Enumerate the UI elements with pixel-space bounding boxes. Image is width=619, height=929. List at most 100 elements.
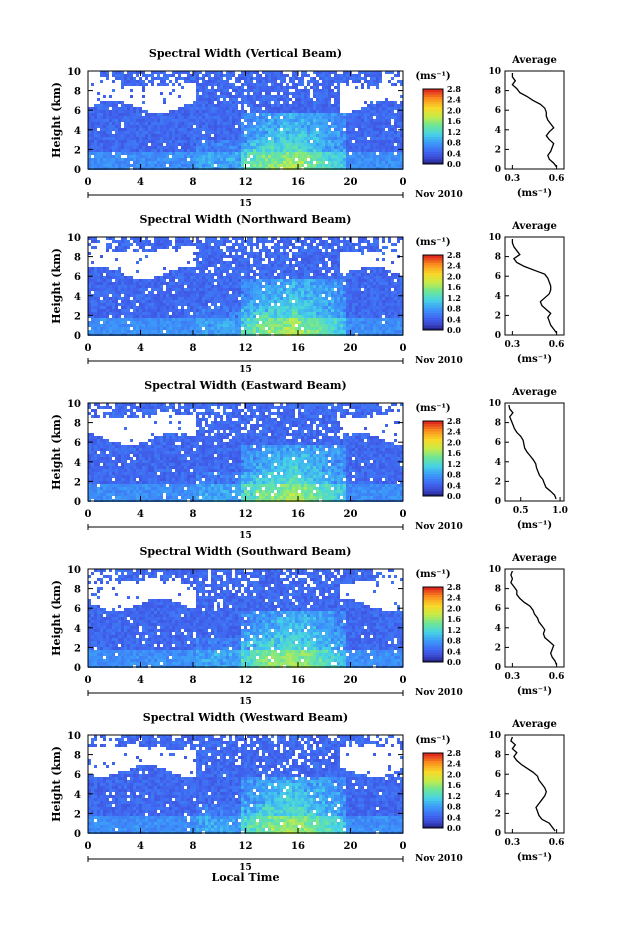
y-tick-label: 10 bbox=[67, 399, 81, 410]
colorbar-segment bbox=[423, 421, 443, 424]
colorbar-segment bbox=[423, 129, 443, 132]
colorbar-segment bbox=[423, 795, 443, 799]
colorbar-segment bbox=[423, 262, 443, 266]
x-tick-label: 8 bbox=[190, 675, 197, 686]
profile-x-label: (ms⁻¹) bbox=[517, 520, 552, 531]
profile-title: Average bbox=[511, 553, 557, 564]
x-tick-label: 4 bbox=[137, 841, 144, 852]
x-tick-label: 16 bbox=[291, 343, 305, 354]
colorbar-segment bbox=[423, 657, 443, 660]
y-tick-label: 10 bbox=[67, 233, 81, 244]
colorbar-segment bbox=[423, 592, 443, 595]
colorbar-tick-label: 0.4 bbox=[447, 314, 461, 324]
profile-y-tick-label: 2 bbox=[495, 145, 501, 155]
x-tick-label: 20 bbox=[344, 177, 358, 188]
profile-x-label: (ms⁻¹) bbox=[517, 852, 552, 863]
colorbar-tick-label: 1.2 bbox=[447, 791, 461, 801]
colorbar-unit: (ms⁻¹) bbox=[415, 569, 450, 580]
colorbar-segment bbox=[423, 111, 443, 115]
colorbar-segment bbox=[423, 156, 443, 160]
colorbar-segment bbox=[423, 317, 443, 321]
day-label: 15 bbox=[239, 365, 252, 375]
colorbar-tick-label: 1.2 bbox=[447, 459, 461, 469]
y-tick-label: 0 bbox=[74, 331, 81, 342]
x-tick-label: 8 bbox=[190, 177, 197, 188]
profile-line bbox=[508, 404, 557, 500]
colorbar-segment bbox=[423, 810, 443, 814]
colorbar-segment bbox=[423, 426, 443, 429]
colorbar-segment bbox=[423, 493, 443, 497]
panel-4: Spectral Width (Southward Beam) Height (k… bbox=[50, 545, 565, 707]
profile-title: Average bbox=[511, 55, 557, 66]
y-tick-label: 4 bbox=[74, 458, 81, 469]
panel-3: Spectral Width (Eastward Beam) Height (km… bbox=[50, 379, 568, 541]
colorbar-segment bbox=[423, 473, 443, 477]
profile-x-label: (ms⁻¹) bbox=[517, 686, 552, 697]
colorbar-segment bbox=[423, 463, 443, 467]
colorbar-segment bbox=[423, 659, 443, 663]
colorbar-segment bbox=[423, 780, 443, 784]
colorbar-segment bbox=[423, 448, 443, 452]
colorbar-segment bbox=[423, 101, 443, 105]
colorbar-segment bbox=[423, 89, 443, 92]
colorbar-segment bbox=[423, 121, 443, 125]
colorbar-segment bbox=[423, 433, 443, 437]
colorbar-segment bbox=[423, 614, 443, 618]
y-tick-label: 4 bbox=[74, 126, 81, 137]
colorbar-segment bbox=[423, 755, 443, 759]
colorbar-segment bbox=[423, 798, 443, 801]
colorbar-frame bbox=[422, 586, 444, 663]
heatmap-field bbox=[88, 735, 403, 834]
x-tick-label: 20 bbox=[344, 343, 358, 354]
colorbar-segment bbox=[423, 114, 443, 117]
profile-y-tick-label: 6 bbox=[495, 272, 501, 282]
x-tick-label: 8 bbox=[190, 509, 197, 520]
y-axis-label: Height (km) bbox=[50, 248, 63, 324]
colorbar-segment bbox=[423, 154, 443, 157]
profile-y-tick-label: 0 bbox=[495, 165, 501, 175]
colorbar-segment bbox=[423, 478, 443, 482]
colorbar-segment bbox=[423, 441, 443, 444]
y-tick-label: 10 bbox=[67, 565, 81, 576]
colorbar-tick-label: 2.8 bbox=[447, 250, 461, 260]
profile-x-tick-label: 0.3 bbox=[505, 340, 521, 350]
colorbar-segment bbox=[423, 481, 443, 484]
colorbar-segment bbox=[423, 453, 443, 457]
colorbar-segment bbox=[423, 119, 443, 122]
colorbar-segment bbox=[423, 813, 443, 816]
x-tick-label: 8 bbox=[190, 841, 197, 852]
profile-y-tick-label: 2 bbox=[495, 311, 501, 321]
y-tick-label: 10 bbox=[67, 67, 81, 78]
colorbar-segment bbox=[423, 589, 443, 593]
colorbar-segment bbox=[423, 131, 443, 135]
colorbar-tick-label: 2.4 bbox=[447, 261, 461, 271]
y-tick-label: 2 bbox=[74, 809, 81, 820]
colorbar-segment bbox=[423, 642, 443, 645]
profile-x-tick-label: 0.3 bbox=[505, 838, 521, 848]
colorbar-segment bbox=[423, 91, 443, 95]
colorbar-tick-label: 0.4 bbox=[447, 812, 461, 822]
colorbar-tick-label: 0.0 bbox=[447, 657, 461, 667]
y-tick-label: 0 bbox=[74, 829, 81, 840]
colorbar-segment bbox=[423, 760, 443, 764]
colorbar-segment bbox=[423, 322, 443, 326]
y-tick-label: 8 bbox=[74, 87, 81, 98]
y-tick-label: 0 bbox=[74, 165, 81, 176]
profile-x-tick-label: 0.3 bbox=[505, 672, 521, 682]
colorbar-unit: (ms⁻¹) bbox=[415, 403, 450, 414]
colorbar-segment bbox=[423, 458, 443, 462]
profile-x-label: (ms⁻¹) bbox=[517, 354, 552, 365]
colorbar-frame bbox=[422, 254, 444, 331]
colorbar-segment bbox=[423, 144, 443, 147]
heatmap-field bbox=[88, 71, 403, 170]
colorbar-segment bbox=[423, 438, 443, 442]
x-tick-label: 16 bbox=[291, 509, 305, 520]
colorbar-tick-label: 0.8 bbox=[447, 470, 461, 480]
colorbar-segment bbox=[423, 461, 443, 464]
colorbar-segment bbox=[423, 617, 443, 620]
y-tick-label: 6 bbox=[74, 438, 81, 449]
colorbar-segment bbox=[423, 151, 443, 155]
profile-frame bbox=[504, 70, 565, 170]
y-tick-label: 4 bbox=[74, 790, 81, 801]
